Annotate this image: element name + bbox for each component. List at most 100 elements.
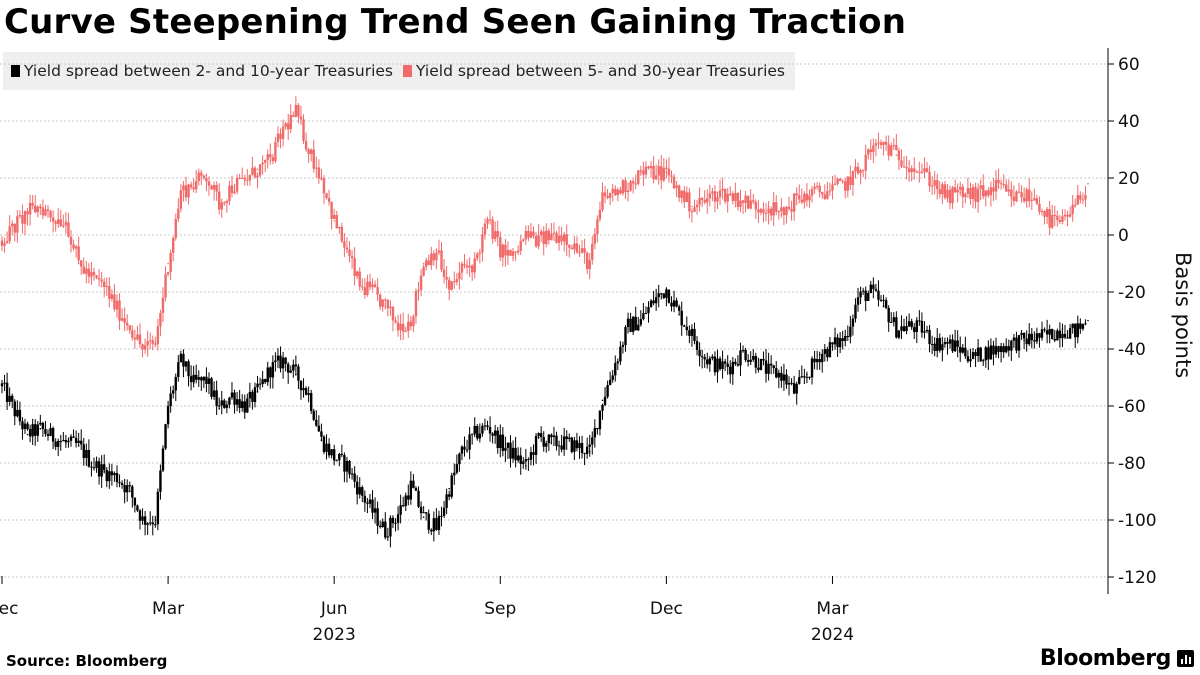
price-body (289, 370, 292, 373)
price-body (340, 226, 344, 242)
price-body (769, 363, 773, 366)
price-body (700, 197, 704, 200)
price-body (741, 349, 745, 351)
price-body (762, 209, 765, 214)
price-body (777, 211, 781, 213)
price-body (565, 436, 568, 439)
y-tick-label: -100 (1118, 511, 1157, 531)
data-point (525, 465, 527, 467)
price-body (174, 218, 177, 238)
price-body (315, 167, 318, 169)
price-body (427, 260, 430, 266)
price-body (667, 289, 671, 303)
source-note: Source: Bloomberg (6, 652, 168, 670)
price-body (966, 356, 970, 362)
data-point (844, 336, 847, 339)
price-body (767, 208, 770, 214)
price-body (100, 279, 103, 282)
price-body (325, 443, 328, 452)
price-body (560, 235, 563, 242)
data-point (1036, 336, 1038, 339)
price-body (608, 379, 612, 386)
data-point (39, 428, 42, 430)
price-body (534, 235, 538, 247)
price-body (608, 192, 612, 198)
price-body (887, 144, 890, 156)
price-body (514, 447, 517, 461)
data-point (13, 225, 16, 228)
price-body (905, 166, 908, 169)
price-body (654, 175, 658, 180)
price-body (195, 374, 198, 380)
price-body (769, 208, 773, 216)
price-body (956, 189, 959, 193)
price-body (499, 434, 502, 449)
data-point (678, 191, 680, 194)
data-point (26, 433, 29, 436)
price-body (591, 243, 594, 260)
price-body (491, 219, 494, 239)
data-point (818, 191, 821, 194)
price-body (261, 379, 264, 385)
price-body (918, 320, 921, 322)
price-body (240, 177, 244, 179)
price-body (800, 376, 804, 378)
price-body (534, 435, 538, 455)
price-body (210, 378, 213, 397)
data-point (141, 519, 144, 521)
price-body (455, 464, 459, 473)
data-point (844, 182, 847, 185)
price-body (258, 383, 262, 385)
price-body (1068, 328, 1072, 339)
price-body (596, 427, 599, 430)
price-body (887, 307, 890, 323)
price-body (619, 189, 622, 194)
data-point (307, 393, 310, 396)
price-body (256, 383, 259, 388)
price-body (195, 180, 198, 190)
price-body (629, 181, 632, 191)
price-body (312, 410, 315, 420)
price-body (1043, 211, 1046, 217)
price-body (120, 318, 124, 321)
price-body (790, 382, 793, 384)
price-body (136, 334, 139, 340)
price-body (412, 480, 415, 488)
data-point (857, 171, 859, 174)
price-body (320, 178, 323, 180)
price-body (1056, 330, 1059, 341)
price-body (80, 440, 83, 445)
price-body (44, 209, 47, 216)
price-body (639, 319, 643, 325)
price-body (662, 293, 666, 298)
price-body (353, 473, 356, 482)
price-body (624, 180, 627, 193)
data-point (397, 325, 399, 328)
price-body (941, 184, 944, 195)
x-tick-label: Dec (0, 599, 18, 619)
y-tick-label: 60 (1118, 55, 1140, 75)
price-body (890, 145, 893, 156)
price-body (263, 379, 267, 383)
price-body (243, 177, 246, 180)
price-body (1071, 323, 1074, 329)
data-point (435, 248, 438, 251)
price-body (276, 355, 280, 361)
data-point (231, 393, 233, 396)
price-body (504, 244, 507, 256)
price-body (437, 515, 441, 530)
price-body (867, 149, 870, 155)
price-body (169, 393, 172, 407)
price-body (818, 185, 821, 192)
price-body (969, 188, 972, 199)
price-body (253, 387, 257, 402)
price-body (529, 231, 533, 238)
price-body (946, 189, 949, 198)
price-body (550, 233, 553, 241)
price-body (568, 437, 571, 439)
price-body (718, 190, 722, 198)
data-point (512, 453, 514, 456)
price-body (0, 383, 4, 387)
legend-label-2s10s: Yield spread between 2- and 10-year Trea… (24, 62, 393, 80)
price-body (1002, 184, 1005, 186)
